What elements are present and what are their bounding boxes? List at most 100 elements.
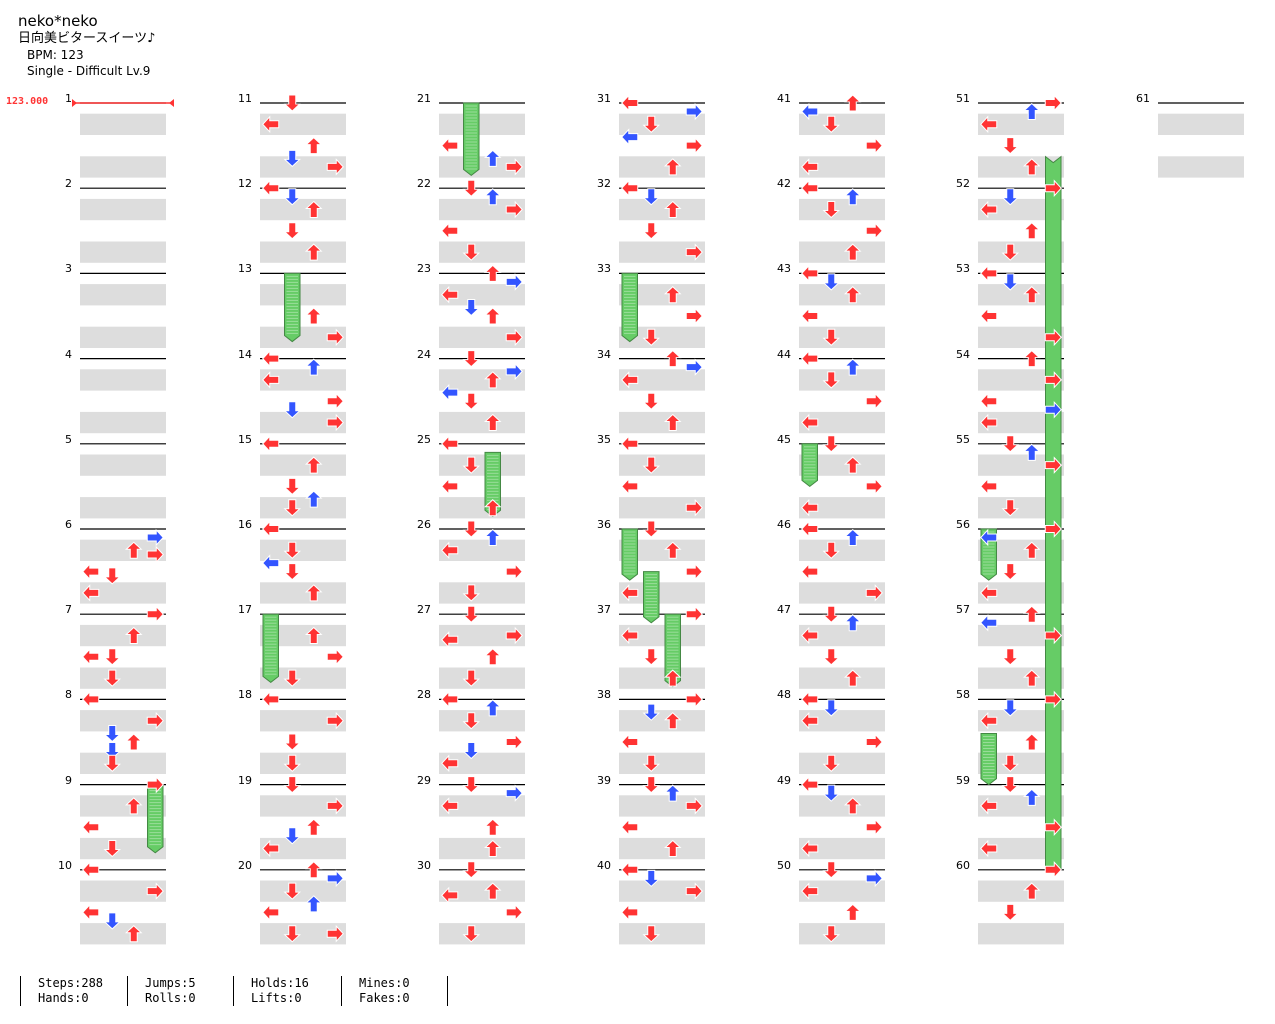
arrow-shape bbox=[441, 754, 459, 773]
beat-band bbox=[799, 369, 885, 391]
arrow-left-icon bbox=[980, 413, 998, 432]
arrow-shape bbox=[103, 754, 122, 772]
arrow-shape bbox=[642, 115, 661, 133]
arrow-shape bbox=[822, 699, 841, 717]
arrow-shape bbox=[441, 383, 459, 402]
arrow-shape bbox=[283, 882, 302, 900]
beat-band bbox=[978, 923, 1064, 945]
arrow-up-icon bbox=[483, 499, 502, 517]
beat-band bbox=[439, 497, 525, 519]
arrow-shape bbox=[685, 243, 703, 261]
arrow-up-icon bbox=[124, 925, 143, 943]
arrow-right-icon bbox=[1044, 520, 1062, 538]
arrow-shape bbox=[642, 222, 661, 240]
arrow-shape bbox=[865, 584, 883, 602]
arrow-right-icon bbox=[865, 136, 883, 155]
arrow-up-icon bbox=[663, 349, 682, 368]
arrow-down-icon bbox=[642, 115, 661, 133]
beat-band bbox=[799, 156, 885, 178]
arrow-down-icon bbox=[822, 201, 841, 219]
beat-band bbox=[439, 837, 525, 860]
arrow-shape bbox=[663, 839, 682, 857]
arrow-down-icon bbox=[103, 840, 122, 858]
arrow-down-icon bbox=[283, 669, 302, 687]
arrow-left-icon bbox=[801, 264, 819, 283]
beat-band bbox=[799, 411, 885, 434]
arrow-right-icon bbox=[326, 711, 344, 730]
arrow-shape bbox=[262, 839, 280, 858]
stat-divider bbox=[127, 976, 128, 1006]
arrow-shape bbox=[843, 797, 862, 815]
measure-number: 3 bbox=[65, 262, 72, 276]
beat-band bbox=[978, 113, 1064, 135]
stat-divider bbox=[233, 976, 234, 1006]
bpm-text: BPM: 123 bbox=[27, 48, 84, 62]
arrow-shape bbox=[822, 328, 841, 346]
arrow-down-icon bbox=[283, 188, 302, 206]
beat-band bbox=[260, 198, 346, 221]
beat-band bbox=[80, 539, 166, 561]
arrow-left-icon bbox=[801, 690, 819, 709]
arrow-shape bbox=[283, 188, 302, 206]
arrow-left-icon bbox=[980, 797, 998, 815]
arrow-up-icon bbox=[483, 839, 502, 857]
arrow-down-icon bbox=[642, 222, 661, 240]
arrow-down-icon bbox=[822, 784, 841, 802]
measure-number: 13 bbox=[238, 262, 252, 276]
arrow-shape bbox=[801, 413, 819, 432]
arrow-shape bbox=[262, 690, 280, 709]
beat-band bbox=[799, 795, 885, 817]
arrow-shape bbox=[1001, 243, 1020, 261]
beat-band bbox=[978, 454, 1064, 476]
beat-band bbox=[260, 113, 346, 135]
arrow-right-icon bbox=[1044, 400, 1062, 419]
measure-number: 24 bbox=[417, 347, 431, 361]
arrow-shape bbox=[980, 413, 998, 432]
arrow-down-icon bbox=[822, 605, 841, 623]
arrow-left-icon bbox=[980, 711, 998, 730]
arrow-left-icon bbox=[621, 733, 639, 751]
arrow-right-icon bbox=[326, 328, 344, 347]
arrow-shape bbox=[801, 690, 819, 709]
beat-band bbox=[799, 880, 885, 902]
arrow-right-icon bbox=[685, 307, 703, 325]
arrow-up-icon bbox=[1022, 102, 1041, 121]
measure-number: 27 bbox=[417, 603, 431, 617]
arrow-shape bbox=[663, 712, 682, 730]
arrow-shape bbox=[326, 797, 344, 815]
arrow-left-icon bbox=[82, 584, 100, 602]
arrow-shape bbox=[283, 222, 302, 240]
arrow-shape bbox=[82, 818, 100, 836]
beat-band bbox=[260, 539, 346, 561]
arrow-shape bbox=[621, 903, 639, 922]
arrow-right-icon bbox=[865, 222, 883, 240]
beat-band bbox=[799, 326, 885, 348]
arrow-left-icon bbox=[621, 371, 639, 389]
beat-band bbox=[439, 880, 525, 902]
arrow-up-icon bbox=[483, 413, 502, 431]
arrow-up-icon bbox=[1022, 788, 1041, 806]
arrow-shape bbox=[685, 605, 703, 623]
arrow-down-icon bbox=[462, 584, 481, 602]
arrow-shape bbox=[642, 456, 661, 474]
arrow-right-icon bbox=[685, 562, 703, 581]
arrow-shape bbox=[462, 350, 481, 368]
arrow-shape bbox=[304, 861, 323, 879]
beat-band bbox=[799, 198, 885, 221]
arrow-shape bbox=[822, 784, 841, 802]
arrow-shape bbox=[1044, 818, 1062, 836]
arrow-up-icon bbox=[483, 307, 502, 325]
arrow-shape bbox=[462, 712, 481, 730]
arrow-down-icon bbox=[462, 925, 481, 943]
arrow-shape bbox=[326, 869, 344, 888]
arrow-down-icon bbox=[462, 456, 481, 474]
arrow-up-icon bbox=[304, 490, 323, 508]
arrow-shape bbox=[283, 776, 302, 794]
arrow-up-icon bbox=[1022, 669, 1041, 687]
measure-number: 50 bbox=[777, 858, 791, 872]
measure-number: 52 bbox=[956, 177, 970, 191]
beat-band bbox=[799, 582, 885, 604]
beat-band bbox=[80, 284, 166, 306]
arrow-shape bbox=[505, 903, 523, 922]
arrow-left-icon bbox=[441, 797, 459, 815]
